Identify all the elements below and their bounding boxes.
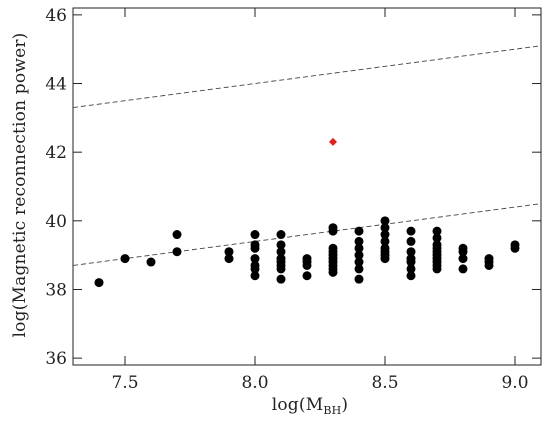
data-point <box>380 236 390 246</box>
data-point <box>276 240 286 250</box>
data-point <box>354 257 364 267</box>
data-point <box>432 226 442 236</box>
data-point <box>94 278 104 288</box>
data-point <box>224 254 234 264</box>
data-point <box>354 243 364 253</box>
data-point <box>250 264 260 274</box>
x-axis-title-subscript: BH <box>323 404 341 417</box>
data-point <box>458 264 468 274</box>
y-tick-label: 46 <box>45 6 67 26</box>
data-point <box>432 264 442 274</box>
data-point <box>380 230 390 240</box>
x-tick-label: 8.5 <box>371 373 398 393</box>
data-point <box>172 230 182 240</box>
x-tick-label: 8.0 <box>241 373 268 393</box>
data-point <box>458 254 468 264</box>
data-point <box>510 243 520 253</box>
y-tick-label: 38 <box>45 280 67 300</box>
data-point <box>406 247 416 257</box>
y-tick-label: 40 <box>45 212 67 232</box>
data-point <box>146 257 156 267</box>
data-point <box>354 236 364 246</box>
data-point <box>406 226 416 236</box>
data-point <box>172 247 182 257</box>
data-point <box>224 247 234 257</box>
data-point <box>276 230 286 240</box>
data-point <box>250 271 260 281</box>
highlight-point <box>329 137 337 146</box>
reference-line-2 <box>72 203 542 266</box>
data-point <box>354 226 364 236</box>
data-point <box>354 264 364 274</box>
reference-line-1 <box>72 45 542 108</box>
data-point <box>120 254 130 264</box>
x-axis-title: log(MBH) <box>272 395 349 417</box>
y-tick-label: 36 <box>45 349 67 369</box>
x-axis-title-main: log(M <box>272 395 324 415</box>
data-point <box>276 274 286 284</box>
data-point <box>406 264 416 274</box>
data-point <box>406 257 416 267</box>
data-point <box>250 243 260 253</box>
data-point <box>458 247 468 257</box>
y-tick-label: 42 <box>45 143 67 163</box>
data-point <box>380 223 390 233</box>
data-point <box>250 230 260 240</box>
data-point <box>354 250 364 260</box>
x-axis-title-close: ) <box>341 395 348 415</box>
plot-frame <box>72 7 542 366</box>
y-tick-label: 44 <box>45 75 67 95</box>
data-point <box>380 216 390 226</box>
data-point <box>380 254 390 264</box>
data-point <box>328 226 338 236</box>
y-axis-title: log(Magnetic reconnection power) <box>10 33 30 338</box>
data-point <box>276 247 286 257</box>
data-point <box>354 274 364 284</box>
data-point <box>302 271 312 281</box>
x-tick-label: 7.5 <box>111 373 138 393</box>
data-point <box>432 233 442 243</box>
data-point <box>250 254 260 264</box>
x-tick-label: 9.0 <box>501 373 528 393</box>
data-point <box>484 260 494 270</box>
data-point <box>302 260 312 270</box>
data-point <box>406 236 416 246</box>
data-point <box>276 264 286 274</box>
data-point <box>328 267 338 277</box>
data-point <box>406 271 416 281</box>
